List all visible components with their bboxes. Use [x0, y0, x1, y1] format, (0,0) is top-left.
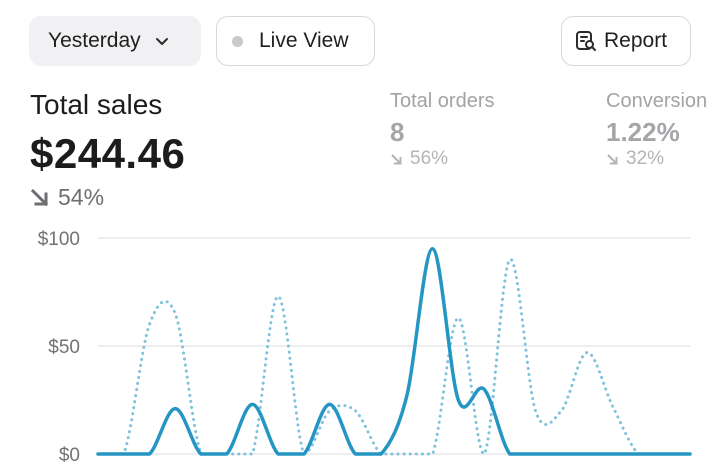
total-orders-metric[interactable]: Total orders 8 56% [390, 88, 495, 170]
y-tick-label: $0 [59, 445, 80, 466]
report-button[interactable]: Report [561, 16, 691, 66]
series-line-previous-period [96, 258, 692, 456]
sales-line-chart[interactable]: $100 $50 $0 [0, 220, 720, 476]
conversion-change: 32% [606, 148, 707, 170]
total-orders-label: Total orders [390, 90, 495, 112]
toolbar: Yesterday Live View Report [0, 0, 720, 80]
live-view-label: Live View [259, 29, 349, 52]
conversion-label: Conversion [606, 90, 708, 112]
total-orders-change-value: 56% [410, 148, 449, 169]
y-tick-label: $50 [48, 337, 80, 358]
conversion-change-value: 32% [626, 148, 665, 169]
total-sales-change: 54% [30, 184, 185, 211]
total-sales-value: $244.46 [30, 130, 186, 177]
arrow-down-right-icon [390, 153, 403, 166]
arrow-down-right-icon [30, 188, 50, 208]
total-sales-metric[interactable]: Total sales $244.46 54% [30, 88, 185, 211]
chevron-down-icon [153, 32, 171, 50]
report-label: Report [604, 29, 668, 52]
total-sales-change-value: 54% [58, 184, 105, 210]
y-tick-label: $100 [38, 229, 80, 250]
conversion-metric[interactable]: Conversion 1.22% 32% [606, 88, 707, 170]
live-view-button[interactable]: Live View [216, 16, 375, 66]
conversion-value: 1.22% [606, 117, 680, 147]
total-orders-change: 56% [390, 148, 495, 170]
status-dot-icon [232, 35, 243, 47]
report-search-icon [574, 29, 598, 53]
date-range-label: Yesterday [48, 29, 141, 52]
total-sales-label: Total sales [30, 89, 163, 120]
series-line-current-period [96, 247, 692, 456]
arrow-down-right-icon [606, 153, 619, 166]
date-range-button[interactable]: Yesterday [29, 16, 201, 66]
total-orders-value: 8 [390, 117, 405, 147]
